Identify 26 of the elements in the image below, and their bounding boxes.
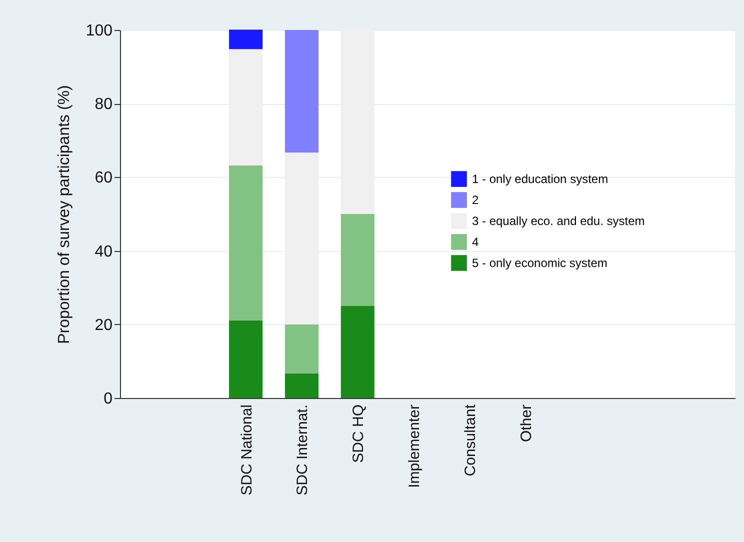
x-tick-label: Consultant [462, 404, 479, 476]
bar [340, 214, 374, 306]
legend-label: 3 - equally eco. and edu. system [472, 214, 645, 228]
y-tick-label: 40 [94, 243, 113, 260]
x-tick-label: Other [518, 404, 535, 442]
bar [284, 324, 318, 374]
legend-label: 4 [472, 235, 479, 249]
y-tick-label: 0 [104, 390, 113, 408]
y-tick-label: 100 [86, 22, 113, 40]
y-axis-title: Proportion of survey participants (%) [56, 85, 73, 344]
legend-label: 5 - only economic system [472, 256, 608, 270]
legend-label: 1 - only education system [472, 172, 608, 186]
y-tick-label: 80 [94, 96, 113, 114]
bar [284, 373, 318, 398]
bar [229, 30, 263, 50]
bar [229, 165, 263, 320]
bar [229, 320, 263, 398]
x-tick-label: Implementer [406, 404, 424, 488]
x-tick-label: SDC HQ [350, 404, 368, 463]
x-tick-label: SDC Internat. [294, 404, 312, 496]
x-tick-label: SDC National [238, 404, 256, 496]
legend-label: 2 [472, 193, 479, 207]
y-tick-label: 20 [94, 316, 113, 334]
bar [340, 306, 374, 398]
y-tick-label: 60 [94, 170, 113, 187]
bar [284, 30, 318, 153]
